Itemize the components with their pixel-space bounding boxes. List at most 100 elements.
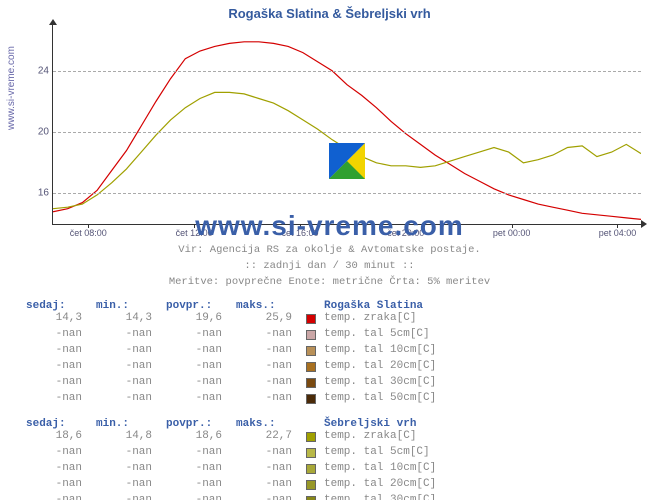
cell-value: -nan [236, 328, 306, 344]
gridline-h [53, 71, 641, 72]
series-label: temp. tal 5cm[C] [324, 446, 641, 462]
cell-value: -nan [236, 478, 306, 494]
color-swatch [306, 496, 316, 500]
cell-value: -nan [166, 360, 236, 376]
cell-value: -nan [26, 344, 96, 360]
series-label: temp. zraka[C] [324, 312, 641, 328]
cell-value: 18,6 [26, 430, 96, 446]
x-axis-arrow [641, 220, 647, 228]
cell-value: -nan [96, 494, 166, 500]
gridline-h [53, 193, 641, 194]
color-swatch [306, 378, 316, 388]
gridline-h [53, 132, 641, 133]
cell-value: -nan [96, 344, 166, 360]
color-swatch [306, 480, 316, 490]
col-header: sedaj: [26, 418, 96, 430]
cell-value: -nan [166, 446, 236, 462]
col-header: povpr.: [166, 300, 236, 312]
cell-value: -nan [26, 328, 96, 344]
cell-value: -nan [236, 376, 306, 392]
cell-value: -nan [96, 376, 166, 392]
cell-value: 14,8 [96, 430, 166, 446]
xtick-label: čet 16:00 [281, 228, 318, 238]
ytick-label: 20 [29, 127, 49, 138]
color-swatch [306, 432, 316, 442]
station-2-table: sedaj:min.:povpr.:maks.: Šebreljski vrh 18… [26, 418, 641, 500]
series-label: temp. tal 20cm[C] [324, 360, 641, 376]
cell-value: -nan [26, 494, 96, 500]
series-label: temp. tal 30cm[C] [324, 376, 641, 392]
color-swatch [306, 394, 316, 404]
cell-value: -nan [96, 462, 166, 478]
cell-value: -nan [166, 376, 236, 392]
cell-value: -nan [166, 328, 236, 344]
col-header: povpr.: [166, 418, 236, 430]
cell-value: -nan [166, 344, 236, 360]
station-name: Šebreljski vrh [324, 418, 641, 430]
source-link[interactable]: www.si-vreme.com [6, 46, 17, 130]
color-swatch [306, 448, 316, 458]
ytick-label: 24 [29, 65, 49, 76]
data-tables: sedaj:min.:povpr.:maks.:Rogaška Slatina1… [26, 300, 641, 500]
cell-value: 25,9 [236, 312, 306, 328]
cell-value: -nan [96, 328, 166, 344]
color-swatch [306, 464, 316, 474]
cell-value: -nan [236, 392, 306, 408]
series-label: temp. tal 20cm[C] [324, 478, 641, 494]
watermark-logo [329, 143, 365, 179]
chart-area: 162024čet 08:00čet 12:00čet 16:00čet 20:… [52, 25, 641, 225]
chart-caption: Vir: Agencija RS za okolje & Avtomatske … [0, 243, 659, 290]
cell-value: 14,3 [26, 312, 96, 328]
series-label: temp. zraka[C] [324, 430, 641, 446]
cell-value: -nan [166, 462, 236, 478]
xtick-label: pet 00:00 [493, 228, 531, 238]
station-name: Rogaška Slatina [324, 300, 641, 312]
cell-value: -nan [26, 462, 96, 478]
xtick-label: čet 12:00 [176, 228, 213, 238]
cell-value: -nan [26, 478, 96, 494]
cell-value: -nan [26, 446, 96, 462]
cell-value: -nan [96, 360, 166, 376]
chart-title: Rogaška Slatina & Šebreljski vrh [0, 0, 659, 21]
series-label: temp. tal 30cm[C] [324, 494, 641, 500]
cell-value: -nan [26, 360, 96, 376]
ytick-label: 16 [29, 188, 49, 199]
cell-value: -nan [96, 446, 166, 462]
cell-value: -nan [26, 376, 96, 392]
col-header: maks.: [236, 300, 306, 312]
cell-value: -nan [166, 494, 236, 500]
cell-value: -nan [96, 478, 166, 494]
series-label: temp. tal 5cm[C] [324, 328, 641, 344]
xtick-label: čet 08:00 [70, 228, 107, 238]
station-1-table: sedaj:min.:povpr.:maks.: Rogaška Slatina 1… [26, 300, 641, 408]
caption-line-2: :: zadnji dan / 30 minut :: [0, 259, 659, 275]
caption-line-1: Vir: Agencija RS za okolje & Avtomatske … [0, 243, 659, 259]
caption-line-3: Meritve: povprečne Enote: metrične Črta:… [0, 275, 659, 291]
col-header: maks.: [236, 418, 306, 430]
xtick-label: čet 20:00 [387, 228, 424, 238]
cell-value: -nan [236, 462, 306, 478]
cell-value: -nan [236, 446, 306, 462]
col-header: sedaj: [26, 300, 96, 312]
cell-value: -nan [96, 392, 166, 408]
cell-value: -nan [166, 478, 236, 494]
cell-value: -nan [236, 494, 306, 500]
chart-plot: 162024čet 08:00čet 12:00čet 16:00čet 20:… [52, 25, 641, 225]
cell-value: 22,7 [236, 430, 306, 446]
cell-value: -nan [166, 392, 236, 408]
cell-value: -nan [236, 360, 306, 376]
color-swatch [306, 362, 316, 372]
col-header: min.: [96, 300, 166, 312]
series-label: temp. tal 10cm[C] [324, 462, 641, 478]
cell-value: 18,6 [166, 430, 236, 446]
color-swatch [306, 330, 316, 340]
color-swatch [306, 314, 316, 324]
xtick-label: pet 04:00 [599, 228, 637, 238]
cell-value: -nan [236, 344, 306, 360]
col-header: min.: [96, 418, 166, 430]
series-label: temp. tal 50cm[C] [324, 392, 641, 408]
series-label: temp. tal 10cm[C] [324, 344, 641, 360]
cell-value: 19,6 [166, 312, 236, 328]
cell-value: -nan [26, 392, 96, 408]
cell-value: 14,3 [96, 312, 166, 328]
